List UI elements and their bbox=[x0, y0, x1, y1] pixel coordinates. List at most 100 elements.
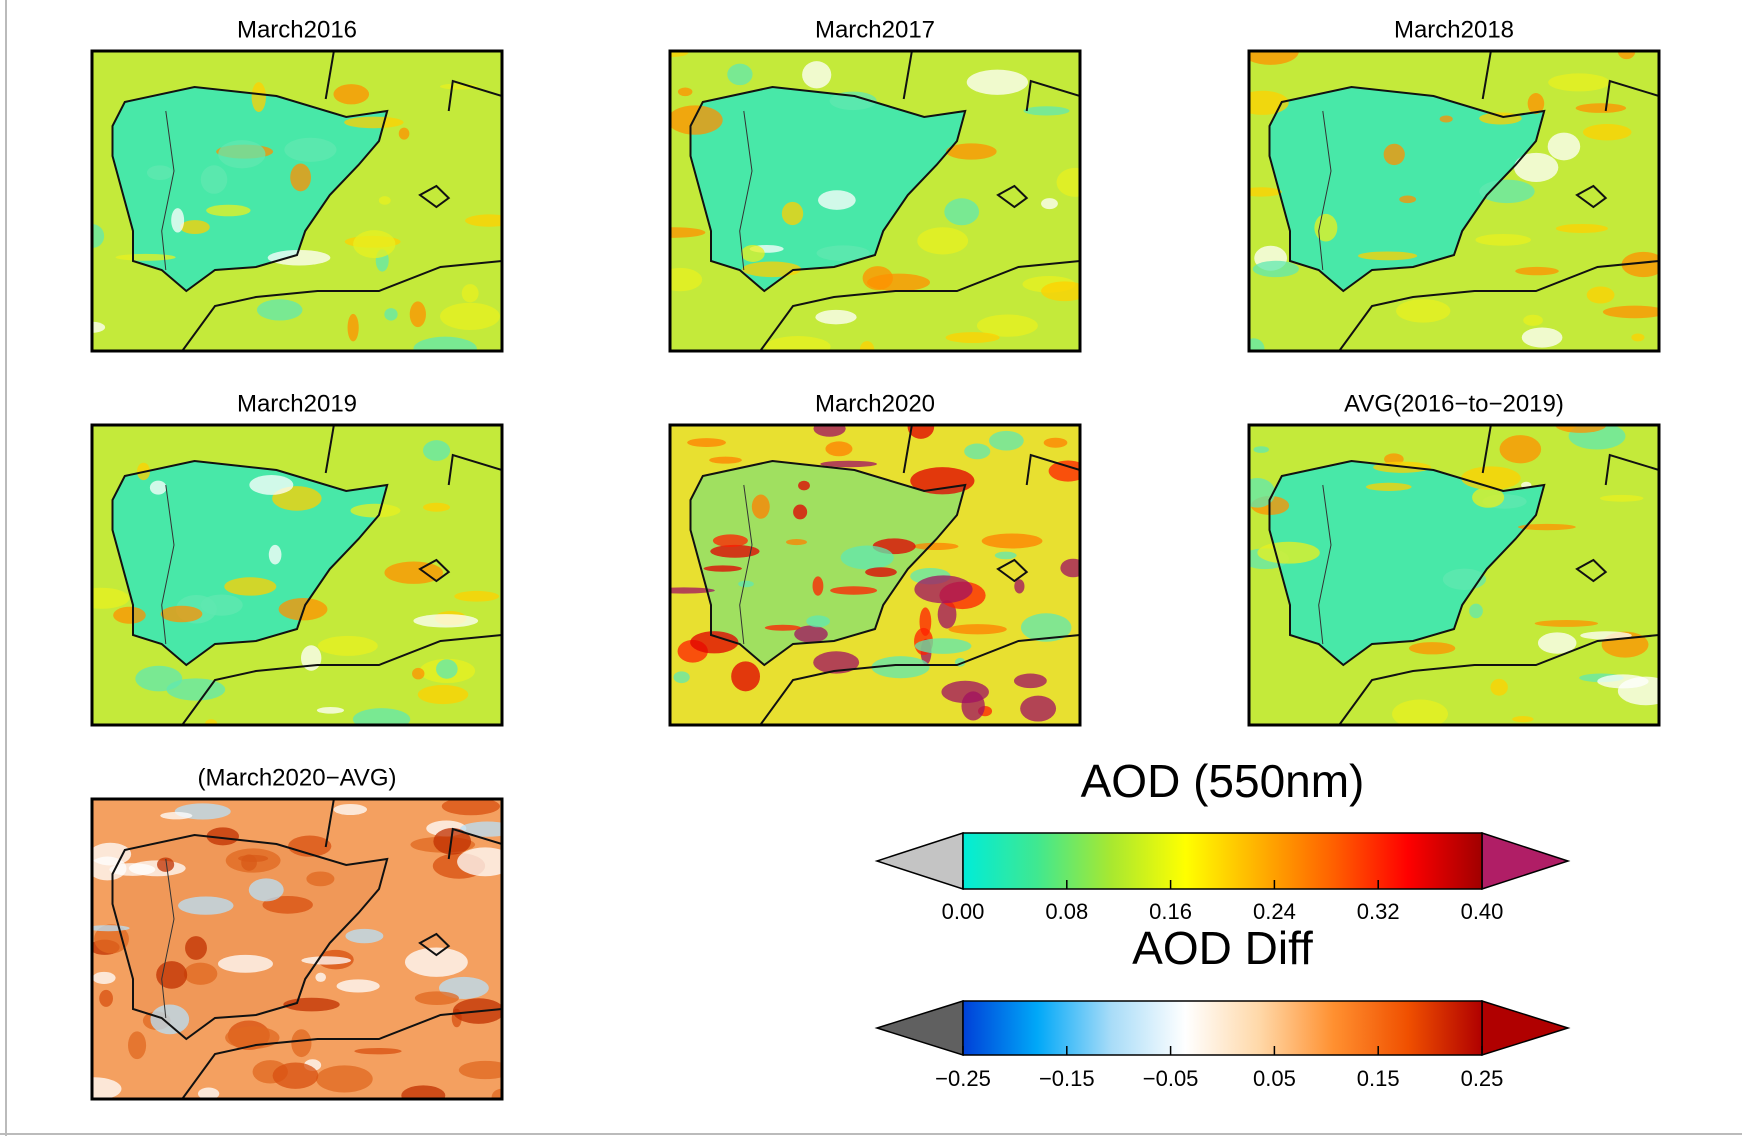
field-patch bbox=[865, 567, 897, 577]
field-patch bbox=[92, 856, 127, 881]
field-patch bbox=[262, 895, 313, 914]
border-line bbox=[161, 484, 175, 645]
border-line bbox=[1025, 79, 1080, 112]
field-patch bbox=[1020, 695, 1057, 722]
field-patch bbox=[440, 302, 500, 330]
field-patch bbox=[92, 1077, 122, 1099]
border-line bbox=[902, 425, 913, 474]
field-patch bbox=[218, 140, 266, 169]
field-patch bbox=[1014, 579, 1025, 594]
border-line bbox=[161, 110, 175, 271]
field-patch bbox=[317, 635, 378, 656]
field-patch bbox=[764, 336, 831, 351]
tick-label: 0.16 bbox=[1149, 899, 1192, 924]
field-patch bbox=[225, 848, 281, 873]
field-patch bbox=[1548, 73, 1610, 92]
island bbox=[418, 184, 451, 209]
field-patch bbox=[1555, 425, 1607, 433]
field-patch bbox=[1527, 93, 1545, 115]
field-patch bbox=[830, 586, 878, 595]
field-patch bbox=[1013, 673, 1047, 689]
field-patch bbox=[1041, 281, 1080, 302]
field-patch bbox=[315, 972, 326, 982]
border-line bbox=[324, 51, 335, 100]
field-patch bbox=[113, 606, 146, 624]
map-frame bbox=[668, 423, 1082, 727]
field-patch bbox=[92, 321, 106, 333]
under-triangle bbox=[874, 999, 964, 1057]
field-patch bbox=[150, 1004, 190, 1035]
field-patch bbox=[907, 425, 935, 439]
field-patch bbox=[961, 691, 985, 721]
field-patch bbox=[128, 1031, 147, 1060]
field-patch bbox=[347, 313, 359, 342]
field-patch bbox=[917, 227, 969, 255]
field-patch bbox=[378, 196, 391, 205]
border-line bbox=[324, 799, 335, 848]
field-patch bbox=[412, 667, 425, 680]
field-patch bbox=[981, 533, 1043, 549]
colorbar-body bbox=[962, 832, 1483, 890]
field-patch bbox=[218, 954, 273, 973]
field-patch bbox=[384, 561, 444, 584]
tick-label: 0.32 bbox=[1357, 899, 1400, 924]
field-patch bbox=[946, 143, 997, 160]
field-patch bbox=[436, 659, 458, 679]
field-patch bbox=[333, 84, 370, 105]
border-line bbox=[447, 827, 502, 860]
field-patch bbox=[859, 341, 875, 351]
coastline bbox=[181, 260, 502, 351]
panel-title: March2018 bbox=[1394, 16, 1514, 43]
field-patch bbox=[673, 671, 690, 684]
field-patch bbox=[1461, 466, 1521, 490]
field-patch bbox=[976, 314, 1038, 337]
field-patch bbox=[914, 575, 973, 604]
border-line bbox=[902, 51, 913, 100]
map-frame bbox=[668, 49, 1082, 353]
land-field bbox=[690, 87, 966, 291]
coastline bbox=[1268, 459, 1546, 667]
field-patch bbox=[862, 266, 893, 291]
map-panel: March2019 bbox=[90, 390, 504, 727]
field-patch bbox=[333, 803, 368, 816]
field-patch bbox=[793, 504, 808, 520]
field-patch bbox=[401, 1085, 446, 1099]
field-patch bbox=[1383, 143, 1405, 166]
field-patch bbox=[92, 587, 130, 609]
field-patch bbox=[344, 116, 404, 129]
field-patch bbox=[1249, 338, 1265, 351]
field-patch bbox=[206, 827, 240, 846]
field-patch bbox=[825, 441, 853, 457]
over-triangle bbox=[1481, 999, 1571, 1057]
field-patch bbox=[1513, 152, 1559, 182]
field-patch bbox=[1490, 678, 1508, 696]
map-panel: March2016 bbox=[90, 16, 504, 353]
field-patch bbox=[272, 1062, 319, 1089]
field-patch bbox=[1365, 482, 1412, 491]
panel-title: March2017 bbox=[815, 16, 935, 43]
field-patch bbox=[829, 91, 877, 111]
colorbar-body bbox=[962, 1000, 1483, 1056]
field-patch bbox=[423, 502, 451, 512]
coastline bbox=[759, 260, 1080, 351]
field-patch bbox=[818, 190, 856, 210]
map-panel: March2018 bbox=[1247, 16, 1661, 353]
coastline bbox=[1268, 85, 1546, 293]
field-patch bbox=[1249, 51, 1299, 65]
field-patch bbox=[441, 799, 500, 816]
field-patch bbox=[813, 425, 846, 437]
field-patch bbox=[1252, 260, 1299, 278]
field-patch bbox=[354, 1047, 402, 1055]
field-patch bbox=[798, 480, 810, 491]
field-patch bbox=[1392, 699, 1448, 725]
field-patch bbox=[306, 871, 335, 887]
field-patch bbox=[352, 708, 411, 725]
field-patch bbox=[1056, 167, 1080, 197]
field-patch bbox=[160, 605, 203, 623]
field-patch bbox=[806, 615, 830, 628]
field-patch bbox=[1534, 619, 1599, 627]
field-patch bbox=[1499, 435, 1542, 464]
field-patch bbox=[914, 638, 972, 654]
field-patch bbox=[751, 494, 770, 519]
field-patch bbox=[398, 127, 410, 140]
